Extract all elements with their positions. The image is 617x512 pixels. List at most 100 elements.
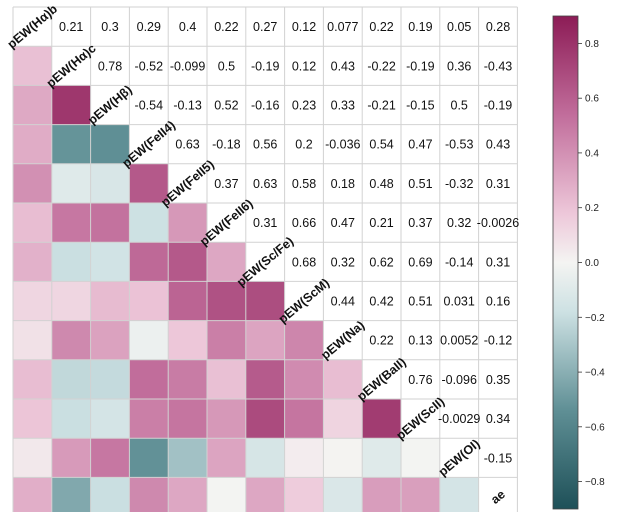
heatmap-cell xyxy=(51,242,91,282)
correlation-value: 0.05 xyxy=(447,20,471,34)
correlation-value: 0.69 xyxy=(408,255,432,269)
heatmap-cell xyxy=(129,359,169,399)
correlation-value: 0.31 xyxy=(486,177,510,191)
correlation-value: 0.18 xyxy=(331,177,355,191)
heatmap-cell xyxy=(13,281,52,321)
correlation-value: 0.5 xyxy=(218,59,235,73)
correlation-value: 0.12 xyxy=(292,20,316,34)
correlation-value: 0.44 xyxy=(331,295,355,309)
correlation-value: -0.43 xyxy=(484,59,513,73)
heatmap-cell xyxy=(207,359,246,399)
correlation-value: 0.63 xyxy=(253,177,277,191)
heatmap-cell xyxy=(51,438,91,478)
variable-label: ae xyxy=(488,487,508,507)
correlation-value: -0.54 xyxy=(135,99,164,113)
colorbar-tick-label: −0.8 xyxy=(585,477,605,488)
heatmap-cell xyxy=(323,477,363,512)
heatmap-cell xyxy=(207,399,246,439)
colorbar-tick-label: 0.2 xyxy=(585,203,599,214)
heatmap-cell xyxy=(13,359,52,399)
variable-label: pEW(Na) xyxy=(318,318,367,362)
heatmap-cell xyxy=(13,46,52,86)
heatmap-cell xyxy=(129,281,169,321)
heatmap-cell xyxy=(90,163,130,203)
heatmap-cell xyxy=(284,477,324,512)
correlation-value: 0.33 xyxy=(331,99,355,113)
correlation-value: 0.51 xyxy=(408,177,432,191)
heatmap-cell xyxy=(245,477,285,512)
heatmap-cell xyxy=(51,359,91,399)
correlation-value: 0.47 xyxy=(408,138,432,152)
heatmap-cell xyxy=(362,399,401,439)
correlation-value: 0.19 xyxy=(408,20,432,34)
heatmap-cell xyxy=(129,242,169,282)
heatmap-cell xyxy=(51,399,91,439)
heatmap-cell xyxy=(90,281,130,321)
correlation-value: -0.036 xyxy=(325,138,360,152)
correlation-value: 0.63 xyxy=(175,138,199,152)
correlation-value: -0.52 xyxy=(135,59,164,73)
heatmap-cell xyxy=(51,477,91,512)
heatmap-cell xyxy=(207,477,246,512)
heatmap-cell xyxy=(284,399,324,439)
heatmap-cell xyxy=(207,438,246,478)
heatmap-cell xyxy=(13,85,52,125)
correlation-value: -0.21 xyxy=(367,99,396,113)
correlation-value: 0.43 xyxy=(331,59,355,73)
correlation-value: 0.54 xyxy=(369,138,393,152)
heatmap-cell xyxy=(245,359,285,399)
correlation-value: 0.21 xyxy=(59,20,83,34)
correlation-value: -0.0026 xyxy=(477,216,519,230)
correlation-value: 0.36 xyxy=(447,59,471,73)
heatmap-cell xyxy=(168,399,207,439)
variable-label: pEW(OI) xyxy=(436,437,483,479)
heatmap-cell xyxy=(13,242,52,282)
heatmap-cell xyxy=(284,320,324,360)
correlation-value: 0.32 xyxy=(331,255,355,269)
correlation-value: 0.2 xyxy=(295,138,312,152)
correlation-value: -0.15 xyxy=(484,451,513,465)
correlation-value: -0.32 xyxy=(445,177,474,191)
heatmap-cell xyxy=(168,438,207,478)
heatmap-cell xyxy=(245,438,285,478)
heatmap-cell xyxy=(90,399,130,439)
heatmap-cell xyxy=(168,359,207,399)
correlation-value: 0.76 xyxy=(408,373,432,387)
correlation-value: 0.32 xyxy=(447,216,471,230)
heatmap-cell xyxy=(168,477,207,512)
colorbar-gradient xyxy=(552,15,579,510)
heatmap-cell xyxy=(51,124,91,164)
heatmap-cell xyxy=(168,203,207,243)
heatmap-cell xyxy=(90,124,130,164)
heatmap-cell xyxy=(13,438,52,478)
correlation-value: 0.66 xyxy=(292,216,316,230)
correlation-value: 0.31 xyxy=(253,216,277,230)
correlation-value: 0.22 xyxy=(214,20,238,34)
heatmap-cell xyxy=(207,242,246,282)
heatmap-cell xyxy=(13,477,52,512)
heatmap-cell xyxy=(129,477,169,512)
correlation-value: -0.19 xyxy=(484,99,513,113)
heatmap-cell xyxy=(168,281,207,321)
correlation-value: -0.096 xyxy=(441,373,476,387)
heatmap-cell xyxy=(323,438,363,478)
heatmap-cell xyxy=(129,438,169,478)
correlation-value: -0.22 xyxy=(367,59,396,73)
correlation-value: 0.42 xyxy=(369,295,393,309)
heatmap-cell xyxy=(401,438,440,478)
variable-label: pEW(Hβ) xyxy=(85,83,134,128)
heatmap-cell xyxy=(90,320,130,360)
heatmap-cell xyxy=(439,477,479,512)
correlation-value: -0.19 xyxy=(406,59,435,73)
correlation-value: -0.12 xyxy=(484,334,513,348)
heatmap-cell xyxy=(90,477,130,512)
heatmap-cell xyxy=(129,163,169,203)
correlation-value: 0.58 xyxy=(292,177,316,191)
correlation-value: -0.0029 xyxy=(438,412,480,426)
correlation-value: 0.5 xyxy=(451,99,468,113)
correlation-value: -0.19 xyxy=(251,59,280,73)
correlation-value: 0.4 xyxy=(179,20,196,34)
heatmap-cell xyxy=(245,320,285,360)
heatmap-cell xyxy=(13,124,52,164)
